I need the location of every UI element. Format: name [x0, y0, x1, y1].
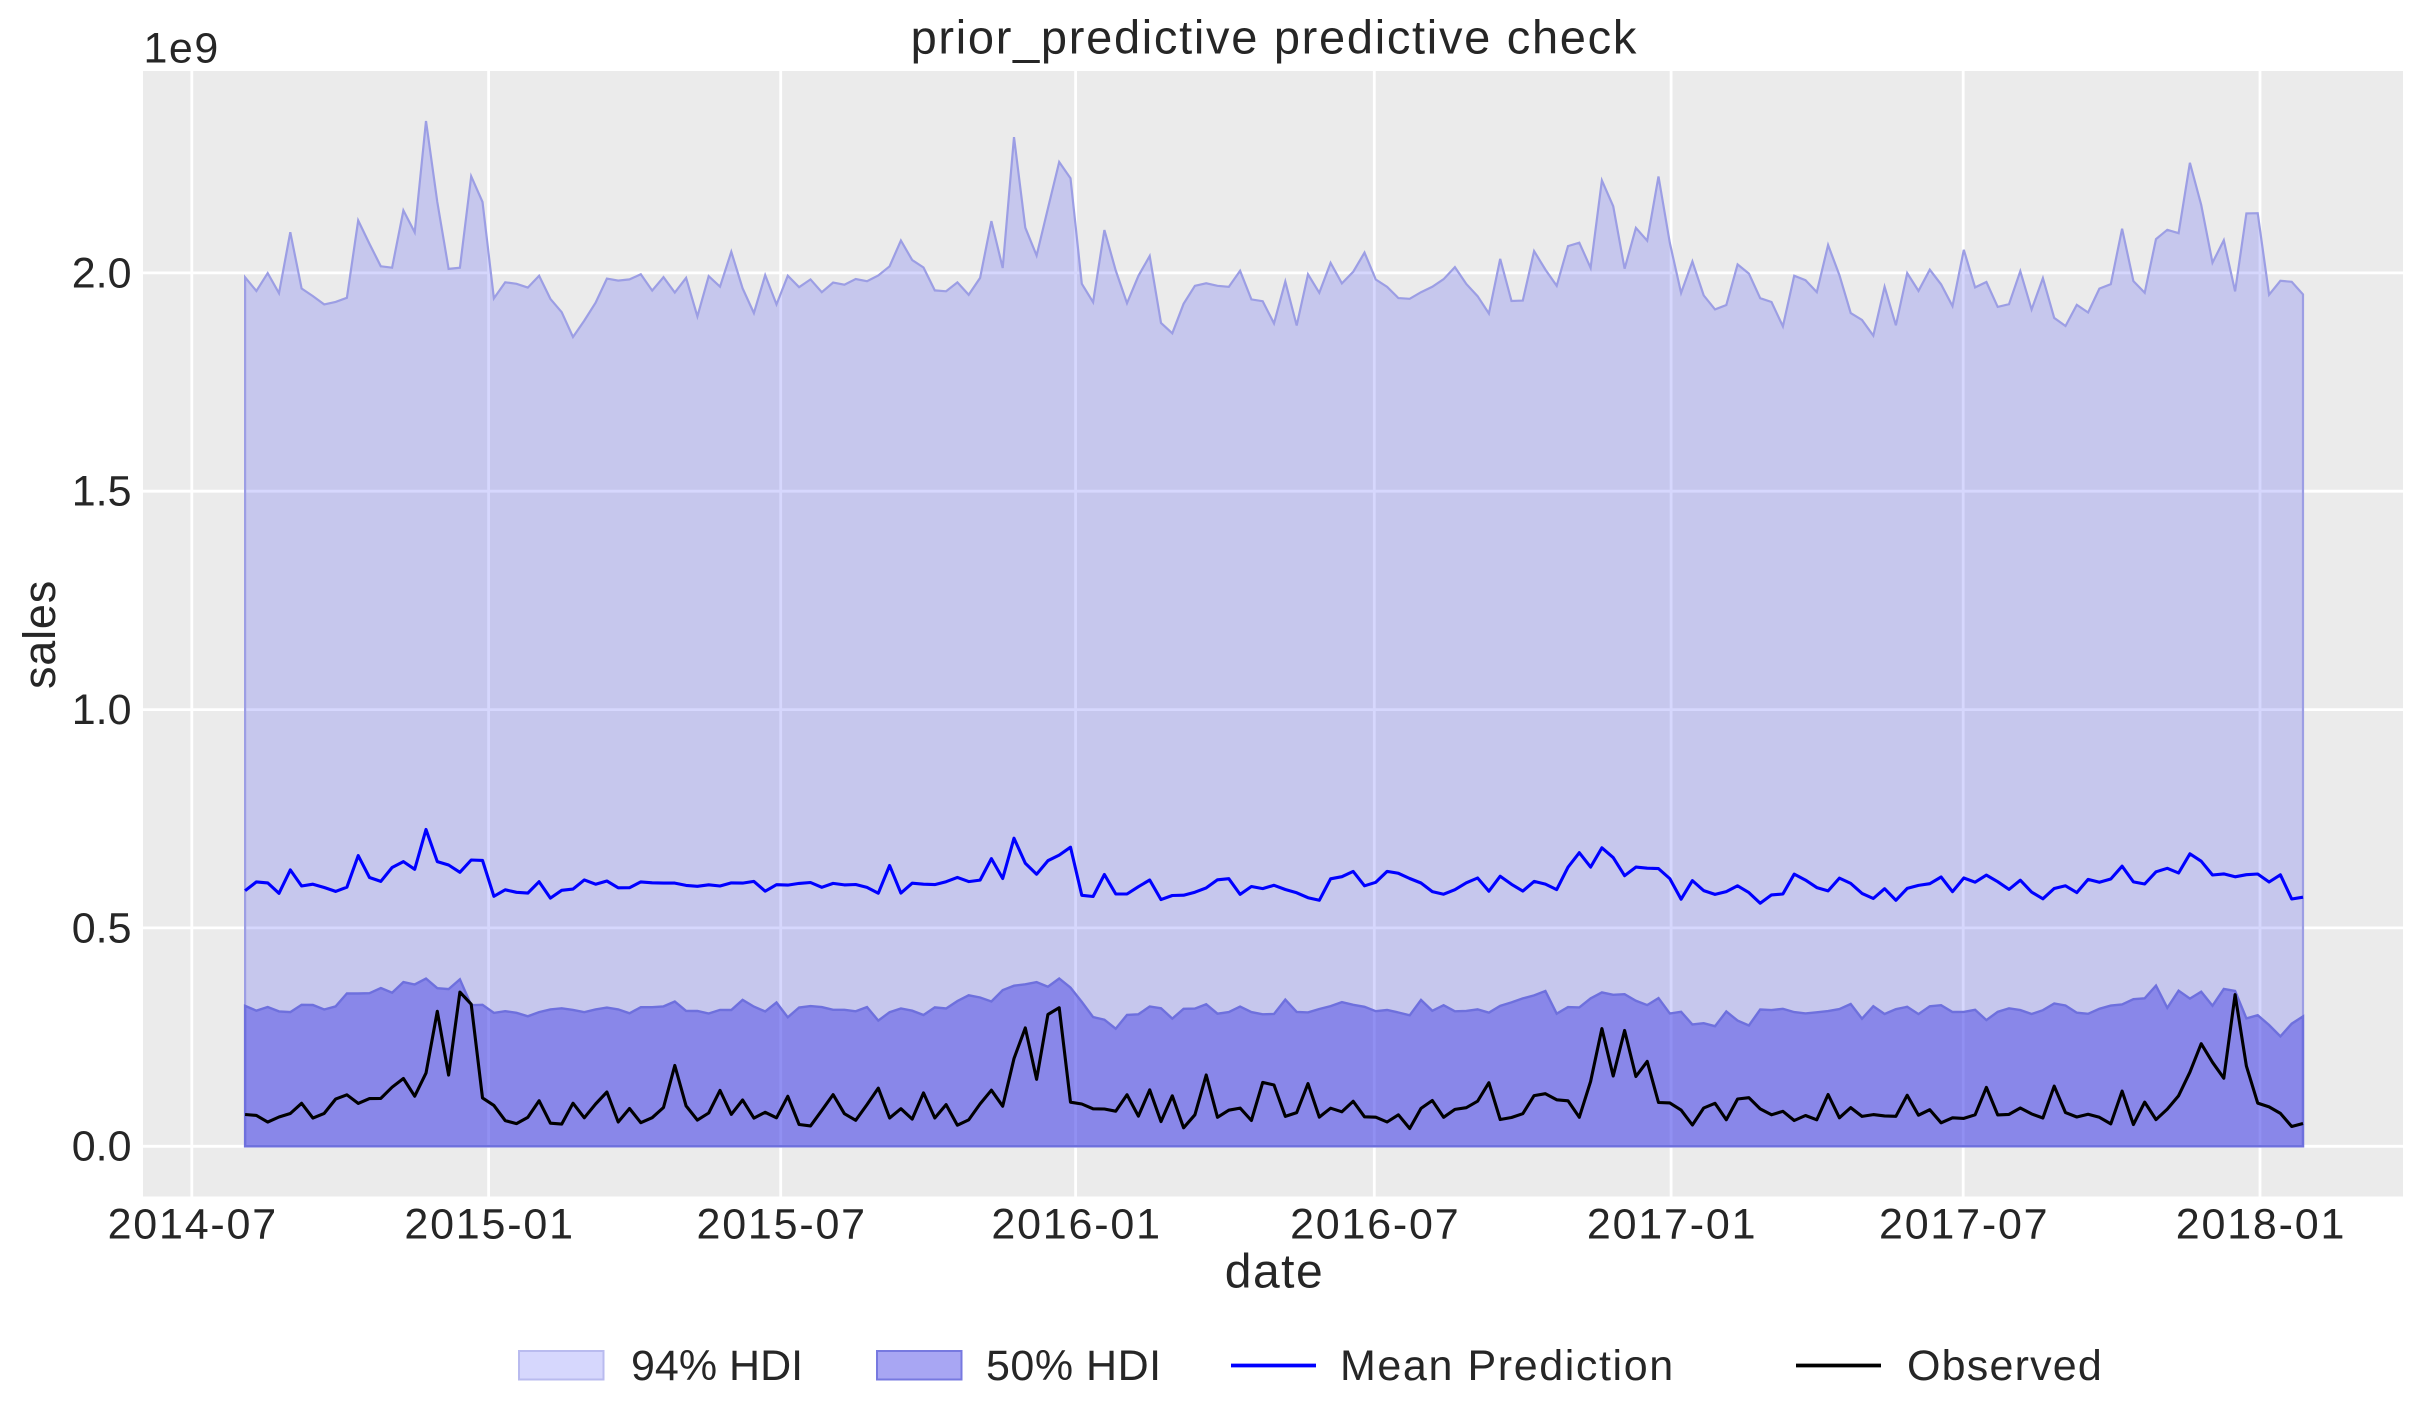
- svg-text:0.0: 0.0: [72, 1123, 132, 1171]
- svg-text:Mean Prediction: Mean Prediction: [1340, 1342, 1675, 1390]
- svg-text:50% HDI: 50% HDI: [986, 1342, 1162, 1390]
- svg-text:94% HDI: 94% HDI: [631, 1342, 803, 1390]
- svg-text:2.0: 2.0: [72, 249, 132, 297]
- svg-text:2017-01: 2017-01: [1587, 1201, 1757, 1249]
- svg-text:date: date: [1225, 1246, 1324, 1299]
- svg-text:2014-07: 2014-07: [108, 1201, 278, 1249]
- svg-text:2018-01: 2018-01: [2176, 1201, 2346, 1249]
- svg-text:2015-01: 2015-01: [404, 1201, 574, 1249]
- svg-text:Observed: Observed: [1907, 1342, 2103, 1390]
- svg-text:2016-01: 2016-01: [991, 1201, 1161, 1249]
- svg-text:2017-07: 2017-07: [1879, 1201, 2049, 1249]
- svg-text:0.5: 0.5: [72, 904, 132, 952]
- svg-text:2015-07: 2015-07: [696, 1201, 866, 1249]
- svg-text:2016-07: 2016-07: [1290, 1201, 1460, 1249]
- svg-text:1e9: 1e9: [144, 25, 220, 73]
- svg-text:prior_predictive predictive ch: prior_predictive predictive check: [911, 11, 1638, 64]
- svg-text:sales: sales: [14, 580, 65, 689]
- svg-text:1.5: 1.5: [72, 468, 132, 516]
- svg-text:1.0: 1.0: [72, 686, 132, 734]
